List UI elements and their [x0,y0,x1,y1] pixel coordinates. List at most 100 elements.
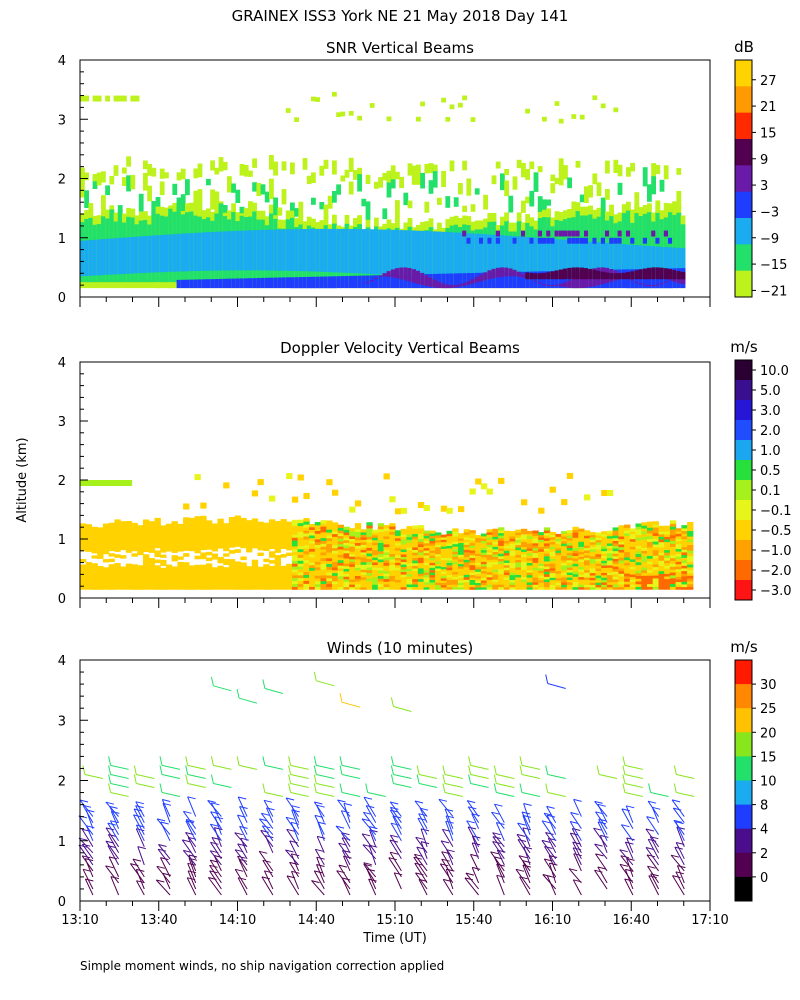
doppler-cell [423,537,430,541]
doppler-cell [429,557,436,561]
doppler-cell [543,584,551,588]
wind-barb [392,815,402,835]
wind-barb [161,799,171,817]
doppler-cell [309,581,316,585]
wind-barb-flag [673,807,682,811]
snr-cell [416,230,421,277]
wind-barb [314,849,325,866]
wind-barb [316,864,325,884]
doppler-cell [80,523,87,527]
x-tick-label: 15:10 [376,913,413,928]
doppler-cell [217,545,224,549]
doppler-cell [274,580,281,584]
doppler-cell [137,581,144,585]
doppler-cell [566,571,574,575]
doppler-cell [446,545,453,549]
doppler-cell [475,562,482,565]
doppler-cell [360,566,367,570]
doppler-cell [217,568,224,573]
doppler-cell [412,528,419,532]
snr-cell [269,178,274,200]
snr-cell [483,194,488,210]
wind-barb [187,796,197,817]
doppler-cell [629,536,637,540]
doppler-cell [647,521,654,525]
doppler-cell [137,578,144,582]
wind-barb-flag [363,862,372,866]
doppler-cell [114,531,121,535]
doppler-cell [486,586,493,590]
doppler-cell [515,566,522,570]
doppler-cell [658,531,665,535]
doppler-cell [624,535,631,539]
doppler-cell [664,549,671,553]
doppler-cell [137,586,144,590]
doppler-cell [194,528,201,532]
wind-barb-flag [517,839,527,842]
doppler-cell [492,548,499,552]
snr-cell [500,235,505,281]
snr-cell [655,267,661,280]
doppler-cell [606,535,614,539]
wind-barb-flag [446,849,455,853]
doppler-cell [240,541,247,546]
wind-barb-flag [523,803,532,806]
doppler-cell [458,551,465,555]
doppler-cell [274,563,281,567]
snr-cell [546,284,551,286]
colorbar-label: 20 [760,726,777,741]
doppler-cell [343,542,350,546]
snr-cell [554,271,560,289]
wind-barb [155,879,171,896]
doppler-colorbar-unit: m/s [730,338,758,356]
doppler-cell [360,584,367,588]
doppler-cell [337,562,344,566]
doppler-cell [303,553,310,558]
wind-barb [650,792,669,797]
doppler-cell [618,557,625,561]
doppler-cell [263,539,270,543]
doppler-cell [274,577,281,582]
doppler-cell [211,545,218,549]
snr-cell [197,279,203,289]
snr-cell [504,180,509,197]
doppler-cell [675,548,682,552]
wind-barb [522,827,531,847]
wind-barb [341,832,351,848]
doppler-cell [120,566,127,570]
snr-cell [550,237,556,244]
doppler-cell [681,559,688,564]
doppler-cell [624,564,631,569]
doppler-cell [641,561,648,565]
doppler-cell [171,521,178,525]
wind-barb [593,827,608,848]
wind-barb [470,783,489,788]
snr-cell [584,186,589,203]
wind-barb [261,825,274,842]
doppler-cell [641,544,648,548]
doppler-cell [343,534,350,538]
doppler-cell [102,559,110,563]
doppler-cell [314,550,322,554]
snr-cell [453,232,459,279]
snr-cell [390,165,396,180]
doppler-cell [395,569,402,573]
doppler-cell [578,548,585,552]
doppler-cell [429,537,436,541]
doppler-cell [314,578,322,582]
snr-cell [533,271,539,289]
doppler-cell [337,527,344,531]
doppler-cell [669,551,677,556]
doppler-cell [664,578,671,582]
doppler-cell [624,567,631,571]
snr-cell [491,234,497,281]
doppler-cell [97,480,104,486]
wind-barb [444,792,464,797]
doppler-cell [446,547,453,551]
wind-barb-flag [289,861,298,865]
doppler-cell [687,564,694,568]
snr-cell [655,237,661,244]
doppler-cell [349,573,356,577]
doppler-cell [629,538,637,542]
